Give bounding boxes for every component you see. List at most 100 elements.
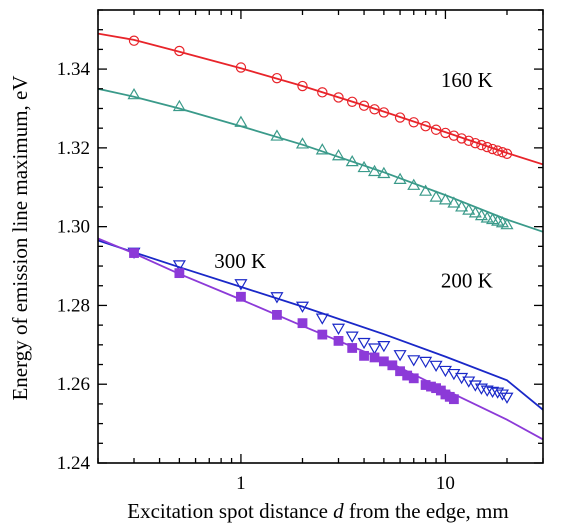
fit-curves — [98, 32, 543, 441]
data-point-series-2 — [393, 172, 407, 184]
data-point-series-2 — [357, 160, 371, 173]
y-tick-label: 1.32 — [57, 138, 90, 159]
data-point-series-3 — [315, 313, 329, 325]
axes: 1.24 1.26 1.28 1.30 1.32 1.34 1 10 — [57, 9, 544, 494]
data-point-series-3 — [447, 368, 461, 381]
data-point-series-2 — [295, 137, 310, 149]
data-point-series-3 — [500, 392, 514, 404]
data-point-series-3 — [474, 383, 488, 395]
data-point-series-2 — [419, 184, 433, 196]
data-point-series-3 — [234, 279, 248, 291]
data-point-series-1 — [235, 62, 247, 73]
data-point-series-2 — [468, 206, 482, 218]
y-tick-label: 1.26 — [57, 374, 90, 395]
data-point-series-4 — [448, 394, 459, 405]
data-point-series-4 — [174, 268, 185, 279]
data-point-series-1 — [408, 117, 419, 128]
data-point-series-1 — [394, 112, 406, 123]
data-point-series-3 — [468, 380, 482, 392]
data-point-series-1 — [492, 145, 503, 156]
data-point-series-3 — [367, 343, 382, 355]
data-point-series-2 — [345, 154, 359, 167]
fit-line-series-1 — [98, 32, 543, 166]
data-point-series-3 — [480, 385, 494, 397]
annotation-300k: 300 K — [214, 249, 266, 273]
data-point-series-2 — [234, 115, 248, 127]
data-point-series-4 — [369, 352, 380, 363]
data-point-series-1 — [174, 45, 185, 57]
y-axis-title: Energy of emission line maximum, eV — [8, 75, 32, 400]
y-tick-label: 1.30 — [57, 217, 90, 238]
data-point-series-1 — [271, 72, 283, 84]
y-tick-label: 1.34 — [57, 59, 91, 80]
data-point-series-3 — [331, 323, 346, 335]
x-axis-title: Excitation spot distance d from the edge… — [127, 499, 508, 523]
data-point-series-2 — [429, 190, 443, 202]
data-point-series-1 — [317, 87, 328, 98]
data-point-series-2 — [331, 149, 346, 161]
data-point-series-4 — [317, 329, 328, 340]
data-point-series-4 — [236, 291, 246, 302]
data-point-series-3 — [295, 301, 310, 313]
data-point-series-2 — [480, 211, 494, 223]
labels: Excitation spot distance d from the edge… — [8, 68, 509, 523]
data-point-series-4 — [333, 335, 344, 346]
data-point-series-1 — [497, 147, 508, 158]
data-point-series-4 — [129, 248, 139, 258]
data-point-series-2 — [455, 200, 469, 212]
data-point-series-2 — [407, 178, 421, 190]
fit-line-series-3 — [98, 239, 543, 411]
data-point-series-3 — [495, 389, 509, 401]
data-point-series-3 — [172, 260, 186, 272]
x-axis-title-variable: d — [333, 499, 344, 523]
data-point-series-1 — [456, 133, 467, 144]
data-point-series-3 — [407, 355, 421, 367]
data-point-series-1 — [448, 130, 460, 141]
data-point-series-3 — [438, 365, 452, 378]
data-point-series-1 — [297, 80, 308, 92]
data-point-series-3 — [462, 376, 476, 388]
plot-frame — [97, 9, 544, 464]
data-point-series-3 — [419, 356, 433, 369]
x-tick-label: 1 — [236, 473, 246, 494]
data-point-series-2 — [462, 203, 476, 215]
x-axis-title-part-1: Excitation spot distance — [127, 499, 333, 523]
data-point-series-2 — [172, 99, 186, 112]
x-axis-title-part-3: from the edge, mm — [344, 499, 509, 523]
data-point-series-1 — [420, 121, 431, 132]
data-point-series-2 — [367, 164, 382, 177]
data-point-series-3 — [393, 350, 407, 362]
data-point-series-3 — [345, 331, 359, 343]
data-point-series-1 — [481, 141, 493, 153]
data-point-series-2 — [377, 166, 391, 179]
data-points — [127, 35, 514, 405]
data-point-series-3 — [491, 387, 505, 399]
data-point-series-2 — [438, 193, 452, 205]
fit-line-series-2 — [98, 87, 543, 233]
y-tick-label: 1.28 — [57, 295, 90, 316]
data-point-series-2 — [500, 217, 514, 230]
data-point-series-3 — [270, 292, 284, 304]
data-point-series-4 — [387, 360, 398, 371]
data-point-series-4 — [378, 356, 389, 367]
data-point-series-3 — [486, 386, 500, 399]
data-point-series-1 — [333, 92, 344, 103]
data-point-series-1 — [470, 137, 481, 149]
data-point-series-1 — [346, 96, 358, 107]
data-point-series-2 — [315, 143, 329, 155]
data-point-series-1 — [358, 100, 370, 111]
data-point-series-2 — [270, 129, 284, 141]
y-tick-label: 1.24 — [57, 453, 91, 474]
annotation-200k: 200 K — [441, 269, 493, 293]
data-point-series-1 — [430, 124, 442, 135]
data-point-series-1 — [501, 148, 513, 159]
data-point-series-3 — [429, 360, 443, 373]
x-tick-label: 10 — [436, 473, 455, 494]
data-point-series-1 — [487, 143, 498, 155]
data-point-series-4 — [408, 373, 419, 384]
data-point-series-1 — [378, 107, 390, 118]
data-point-series-1 — [476, 139, 487, 151]
data-point-series-1 — [463, 135, 474, 146]
annotation-160k: 160 K — [441, 68, 493, 92]
